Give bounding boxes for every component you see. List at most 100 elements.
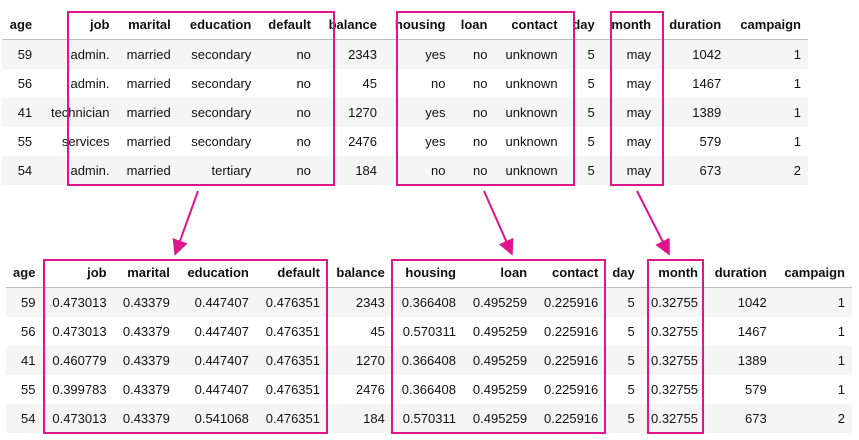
cell-marital: married <box>126 76 171 91</box>
cell-contact: 0.225916 <box>534 287 606 317</box>
cell-job: technician <box>39 98 117 127</box>
cell-education: secondary <box>191 134 252 149</box>
cell-loan: 0.495259 <box>472 382 528 397</box>
cell-loan: 0.495259 <box>472 324 528 339</box>
cell-marital: married <box>116 156 178 185</box>
cell-day: 5 <box>627 382 635 397</box>
column-header-duration: duration <box>669 17 722 32</box>
cell-age: 54 <box>2 156 40 185</box>
arrow-housing-loan-contact <box>483 190 514 256</box>
cell-loan: 0.495259 <box>462 287 535 317</box>
column-header-marital: marital <box>128 17 171 32</box>
cell-month: 0.32755 <box>650 324 698 339</box>
cell-default: 0.476351 <box>255 346 327 375</box>
column-header-duration: duration <box>714 265 767 280</box>
cell-housing: 0.570311 <box>391 404 463 433</box>
column-header-education: education <box>189 17 252 32</box>
cell-age: 41 <box>2 98 40 127</box>
cell-campaign: 1 <box>773 287 852 317</box>
arrow-categorical <box>172 190 199 256</box>
cell-contact: 0.225916 <box>544 324 599 339</box>
cell-education: secondary <box>177 98 259 127</box>
column-header-loan: loan <box>460 17 488 32</box>
table-row: 56 0.473013 0.43379 0.447407 0.476351 45 0.570… <box>6 317 852 346</box>
cell-duration: 673 <box>658 156 729 185</box>
cell-default: no <box>296 134 311 149</box>
cell-default: 0.476351 <box>265 324 320 339</box>
cell-housing: yes <box>384 98 453 127</box>
column-header-default: default <box>268 17 311 32</box>
column-header-campaign: campaign <box>784 265 845 280</box>
cell-contact: unknown <box>494 39 565 69</box>
cell-day: 5 <box>564 156 602 185</box>
cell-housing: yes <box>425 134 446 149</box>
cell-day: 5 <box>587 76 595 91</box>
cell-housing: no <box>384 156 453 185</box>
cell-loan: no <box>452 156 495 185</box>
cell-default: no <box>258 156 318 185</box>
cell-campaign: 1 <box>837 324 845 339</box>
cell-month: 0.32755 <box>641 346 705 375</box>
cell-job: admin. <box>39 156 117 185</box>
cell-loan: 0.495259 <box>462 404 535 433</box>
table-row: 54 admin. married tertiary no 184 no no unknown 5… <box>2 156 808 185</box>
cell-campaign: 2 <box>728 156 808 185</box>
cell-duration: 673 <box>704 404 774 433</box>
column-header-age: age <box>9 17 33 32</box>
cell-loan: 0.495259 <box>462 346 535 375</box>
cell-education: 0.541068 <box>176 404 256 433</box>
column-header-housing: housing <box>405 265 456 280</box>
cell-contact: unknown <box>505 134 558 149</box>
cell-default: no <box>296 76 311 91</box>
cell-contact: 0.225916 <box>544 382 599 397</box>
cell-duration: 1042 <box>658 39 729 69</box>
header-row: age job marital education default balance hous… <box>6 258 852 288</box>
cell-marital: 0.43379 <box>113 346 177 375</box>
column-header-day: day <box>612 265 635 280</box>
column-header-day: day <box>572 17 595 32</box>
table-row: 41 technician married secondary no 1270 yes no u… <box>2 98 808 127</box>
cell-balance: 2343 <box>317 39 385 69</box>
column-header-age: age <box>13 265 36 280</box>
cell-marital: 0.43379 <box>122 382 170 397</box>
cell-day: 5 <box>605 287 642 317</box>
cell-education: 0.447407 <box>176 287 256 317</box>
cell-campaign: 1 <box>837 382 845 397</box>
cell-balance: 2476 <box>355 382 385 397</box>
cell-age: 56 <box>20 324 36 339</box>
arrow-month <box>636 190 670 256</box>
cell-balance: 1270 <box>327 346 392 375</box>
cell-month: may <box>626 76 652 91</box>
cell-campaign: 1 <box>773 346 852 375</box>
cell-marital: 0.43379 <box>113 404 177 433</box>
cell-day: 5 <box>605 346 642 375</box>
original-dataframe: age job marital education default balance hous… <box>2 10 808 185</box>
cell-default: 0.476351 <box>265 382 320 397</box>
cell-duration: 579 <box>745 382 767 397</box>
column-header-contact: contact <box>511 17 558 32</box>
table-row: 56 admin. married secondary no 45 no no unknown 5… <box>2 69 808 98</box>
cell-duration: 1389 <box>704 346 774 375</box>
column-header-job: job <box>90 17 110 32</box>
cell-campaign: 1 <box>728 39 808 69</box>
cell-month: 0.32755 <box>641 404 705 433</box>
cell-campaign: 1 <box>793 134 801 149</box>
cell-day: 5 <box>564 98 602 127</box>
cell-loan: no <box>452 39 495 69</box>
column-header-marital: marital <box>127 265 170 280</box>
cell-marital: 0.43379 <box>122 324 170 339</box>
cell-default: 0.476351 <box>255 404 327 433</box>
cell-age: 59 <box>2 39 40 69</box>
cell-default: 0.476351 <box>255 287 327 317</box>
cell-contact: unknown <box>494 156 565 185</box>
column-header-job: job <box>87 265 107 280</box>
cell-default: no <box>258 98 318 127</box>
cell-day: 5 <box>564 39 602 69</box>
table-row: 59 0.473013 0.43379 0.447407 0.476351 2343 0.3… <box>6 287 852 317</box>
cell-loan: no <box>472 76 488 91</box>
table-row: 41 0.460779 0.43379 0.447407 0.476351 1270 0.3… <box>6 346 852 375</box>
column-header-default: default <box>277 265 320 280</box>
table-row: 55 0.399783 0.43379 0.447407 0.476351 2476 0.3… <box>6 375 852 404</box>
column-header-balance: balance <box>336 265 385 280</box>
